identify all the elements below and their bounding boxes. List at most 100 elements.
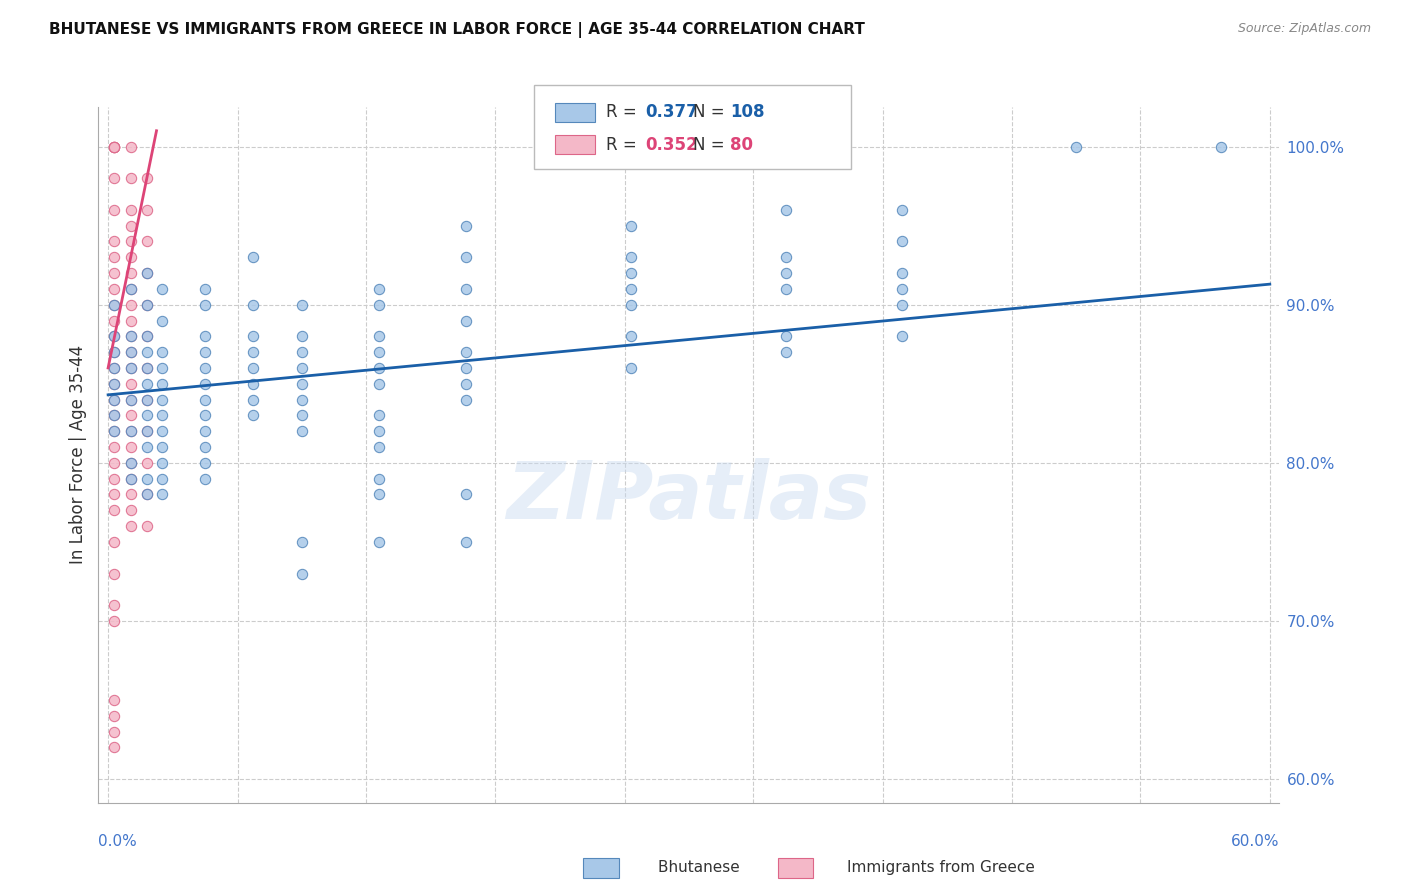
Point [194, 345, 217, 359]
Point [120, 266, 142, 280]
Point [120, 424, 142, 438]
Point [291, 360, 314, 375]
Point [120, 329, 142, 343]
Point [291, 298, 314, 312]
Point [135, 487, 157, 501]
Point [135, 360, 157, 375]
Point [135, 487, 157, 501]
Point [368, 360, 391, 375]
Y-axis label: In Labor Force | Age 35-44: In Labor Force | Age 35-44 [69, 345, 87, 565]
Point [194, 376, 217, 391]
Point [194, 329, 217, 343]
Point [150, 409, 173, 423]
Point [456, 345, 478, 359]
Point [150, 456, 173, 470]
Point [103, 534, 125, 549]
Point [120, 424, 142, 438]
Point [620, 298, 643, 312]
Text: 108: 108 [730, 103, 765, 121]
Point [120, 345, 142, 359]
Point [135, 440, 157, 454]
Point [103, 345, 125, 359]
Point [456, 250, 478, 264]
Point [194, 298, 217, 312]
Point [120, 202, 142, 217]
Point [456, 376, 478, 391]
Point [103, 724, 125, 739]
Point [150, 472, 173, 486]
Point [120, 360, 142, 375]
Point [890, 266, 912, 280]
Point [103, 329, 125, 343]
Point [103, 266, 125, 280]
Point [456, 282, 478, 296]
Point [291, 534, 314, 549]
Point [456, 534, 478, 549]
Text: 60.0%: 60.0% [1232, 834, 1279, 849]
Point [291, 345, 314, 359]
Text: ZIPatlas: ZIPatlas [506, 458, 872, 536]
Point [103, 598, 125, 612]
Point [120, 519, 142, 533]
Point [103, 566, 125, 581]
Point [135, 392, 157, 407]
Point [890, 235, 912, 249]
Point [120, 440, 142, 454]
Point [103, 472, 125, 486]
Point [291, 392, 314, 407]
Point [120, 360, 142, 375]
Point [775, 250, 797, 264]
Point [194, 282, 217, 296]
Point [242, 392, 264, 407]
Point [135, 424, 157, 438]
Point [242, 298, 264, 312]
Point [120, 503, 142, 517]
Point [150, 360, 173, 375]
Point [194, 392, 217, 407]
Point [103, 693, 125, 707]
Point [135, 424, 157, 438]
Point [368, 409, 391, 423]
Point [456, 313, 478, 327]
Point [135, 376, 157, 391]
Point [103, 139, 125, 153]
Point [150, 313, 173, 327]
Point [103, 409, 125, 423]
Text: 0.377: 0.377 [645, 103, 699, 121]
Point [242, 345, 264, 359]
Point [242, 376, 264, 391]
Point [135, 329, 157, 343]
Point [194, 440, 217, 454]
Point [775, 266, 797, 280]
Point [120, 392, 142, 407]
Point [150, 487, 173, 501]
Point [194, 472, 217, 486]
Text: R =: R = [606, 103, 643, 121]
Point [194, 456, 217, 470]
Point [890, 298, 912, 312]
Point [135, 456, 157, 470]
Point [103, 740, 125, 755]
Point [150, 345, 173, 359]
Point [890, 282, 912, 296]
Point [620, 282, 643, 296]
Point [103, 376, 125, 391]
Point [135, 360, 157, 375]
Point [103, 392, 125, 407]
Point [150, 282, 173, 296]
Text: N =: N = [693, 136, 730, 153]
Point [456, 219, 478, 233]
Point [242, 250, 264, 264]
Text: BHUTANESE VS IMMIGRANTS FROM GREECE IN LABOR FORCE | AGE 35-44 CORRELATION CHART: BHUTANESE VS IMMIGRANTS FROM GREECE IN L… [49, 22, 865, 38]
Point [135, 171, 157, 186]
Point [120, 456, 142, 470]
Point [368, 487, 391, 501]
Point [120, 392, 142, 407]
Point [368, 376, 391, 391]
Point [194, 424, 217, 438]
Point [103, 440, 125, 454]
Point [120, 171, 142, 186]
Point [150, 440, 173, 454]
Point [135, 266, 157, 280]
Point [103, 298, 125, 312]
